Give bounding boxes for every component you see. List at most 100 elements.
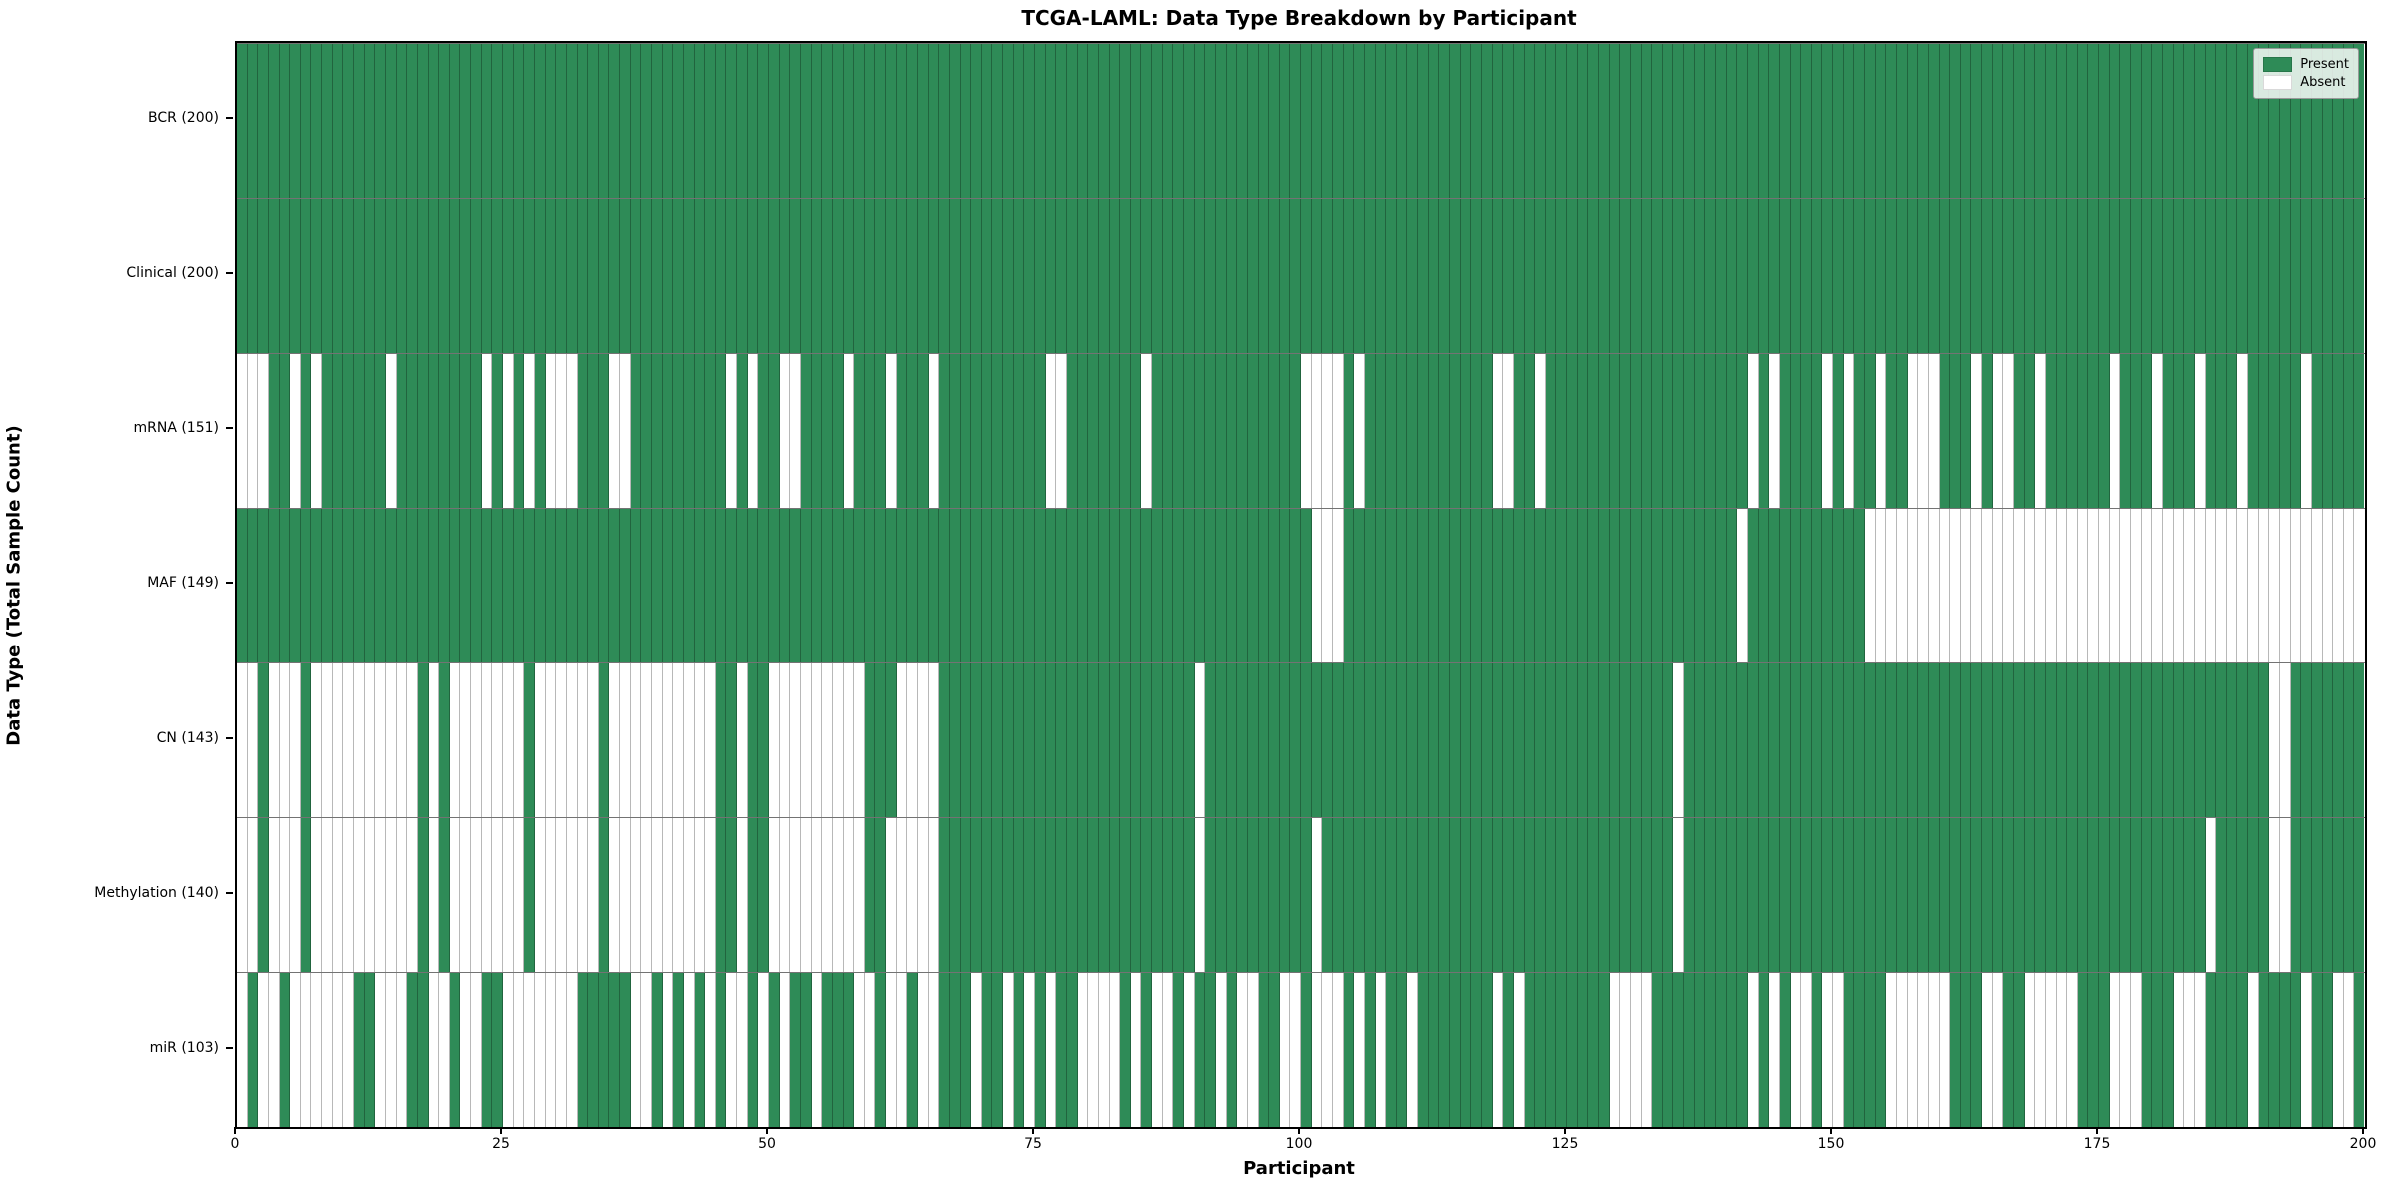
cell-mRNA-99 [1290,353,1302,508]
cell-mRNA-41 [673,353,684,508]
cell-miR-70 [981,973,993,1128]
cell-miR-59 [864,973,876,1128]
cell-Methylation-151 [1843,818,1855,973]
cell-BCR-197 [2333,44,2344,198]
cell-Methylation-148 [1811,818,1823,973]
cell-BCR-73 [1013,44,1025,198]
cell-mRNA-133 [1652,353,1663,508]
cell-BCR-62 [896,44,908,198]
cell-MAF-106 [1364,508,1376,663]
cell-miR-42 [683,973,695,1128]
cell-BCR-144 [1769,44,1780,198]
cell-miR-71 [992,973,1004,1128]
cell-CN-99 [1290,663,1302,818]
cell-mRNA-126 [1577,353,1589,508]
cell-BCR-105 [1354,44,1365,198]
cell-mRNA-77 [1056,353,1067,508]
cell-MAF-183 [2184,508,2195,663]
cell-Methylation-31 [566,818,578,973]
cell-CN-183 [2184,663,2195,818]
cell-CN-30 [556,663,567,818]
cell-Methylation-182 [2173,818,2185,973]
cell-BCR-192 [2280,44,2291,198]
cell-Methylation-90 [1194,818,1206,973]
cell-miR-133 [1652,973,1663,1128]
cell-BCR-116 [1471,44,1482,198]
y-tick-label-BCR: BCR (200) [148,110,219,127]
cell-CN-54 [811,663,823,818]
cell-Clinical-66 [939,198,950,353]
cell-CN-0 [237,663,248,818]
cell-CN-56 [832,663,844,818]
heatmap-row-MAF [237,507,2365,663]
cell-mRNA-121 [1524,353,1536,508]
cell-Methylation-189 [2248,818,2259,973]
cell-Clinical-113 [1439,198,1451,353]
cell-Clinical-102 [1322,198,1333,353]
cell-Methylation-106 [1364,818,1376,973]
cell-miR-23 [481,973,493,1128]
cell-miR-191 [2269,973,2280,1128]
cell-BCR-160 [1939,44,1951,198]
cell-mRNA-110 [1407,353,1419,508]
cell-Methylation-186 [2216,818,2227,973]
cell-BCR-56 [832,44,844,198]
cell-MAF-194 [2301,508,2312,663]
cell-miR-58 [854,973,865,1128]
cell-miR-98 [1279,973,1291,1128]
cell-Methylation-87 [1162,818,1174,973]
cell-CN-91 [1205,663,1216,818]
cell-miR-196 [2322,973,2334,1128]
cell-CN-147 [1801,663,1812,818]
cell-miR-45 [715,973,727,1128]
cell-CN-182 [2173,663,2185,818]
cell-MAF-14 [385,508,397,663]
cell-BCR-185 [2205,44,2217,198]
cell-BCR-65 [928,44,940,198]
cell-MAF-127 [1588,508,1599,663]
cell-Methylation-55 [822,818,833,973]
cell-miR-195 [2311,973,2323,1128]
cell-Clinical-40 [662,198,674,353]
cell-Clinical-33 [588,198,599,353]
cell-Methylation-141 [1737,818,1748,973]
cell-Methylation-20 [449,818,461,973]
cell-miR-144 [1769,973,1780,1128]
y-tick-mark-CN [226,736,233,739]
cell-Clinical-56 [832,198,844,353]
cell-Clinical-106 [1364,198,1376,353]
cell-mRNA-160 [1939,353,1951,508]
cell-CN-131 [1630,663,1642,818]
cell-miR-82 [1109,973,1121,1128]
cell-mRNA-111 [1418,353,1429,508]
cell-MAF-20 [449,508,461,663]
cell-CN-165 [1992,663,2004,818]
cell-mRNA-67 [949,353,961,508]
x-tick-mark-100 [1298,1127,1300,1134]
cell-Clinical-170 [2045,198,2057,353]
cell-BCR-77 [1056,44,1067,198]
cell-MAF-103 [1332,508,1344,663]
cell-miR-127 [1588,973,1599,1128]
cell-mRNA-60 [875,353,887,508]
cell-mRNA-179 [2141,353,2153,508]
cell-miR-109 [1396,973,1408,1128]
cell-MAF-173 [2077,508,2089,663]
cell-Clinical-150 [1833,198,1844,353]
cell-CN-28 [534,663,546,818]
cell-BCR-109 [1396,44,1408,198]
cell-Methylation-127 [1588,818,1599,973]
cell-miR-97 [1269,973,1280,1128]
cell-CN-89 [1184,663,1195,818]
cell-MAF-102 [1322,508,1333,663]
cell-Clinical-0 [237,198,248,353]
cell-MAF-11 [354,508,365,663]
cell-Clinical-14 [385,198,397,353]
cell-Clinical-120 [1513,198,1525,353]
cell-CN-3 [268,663,280,818]
cell-Clinical-91 [1205,198,1216,353]
cell-CN-159 [1928,663,1940,818]
cell-MAF-186 [2216,508,2227,663]
cell-mRNA-14 [385,353,397,508]
cell-Clinical-22 [471,198,482,353]
